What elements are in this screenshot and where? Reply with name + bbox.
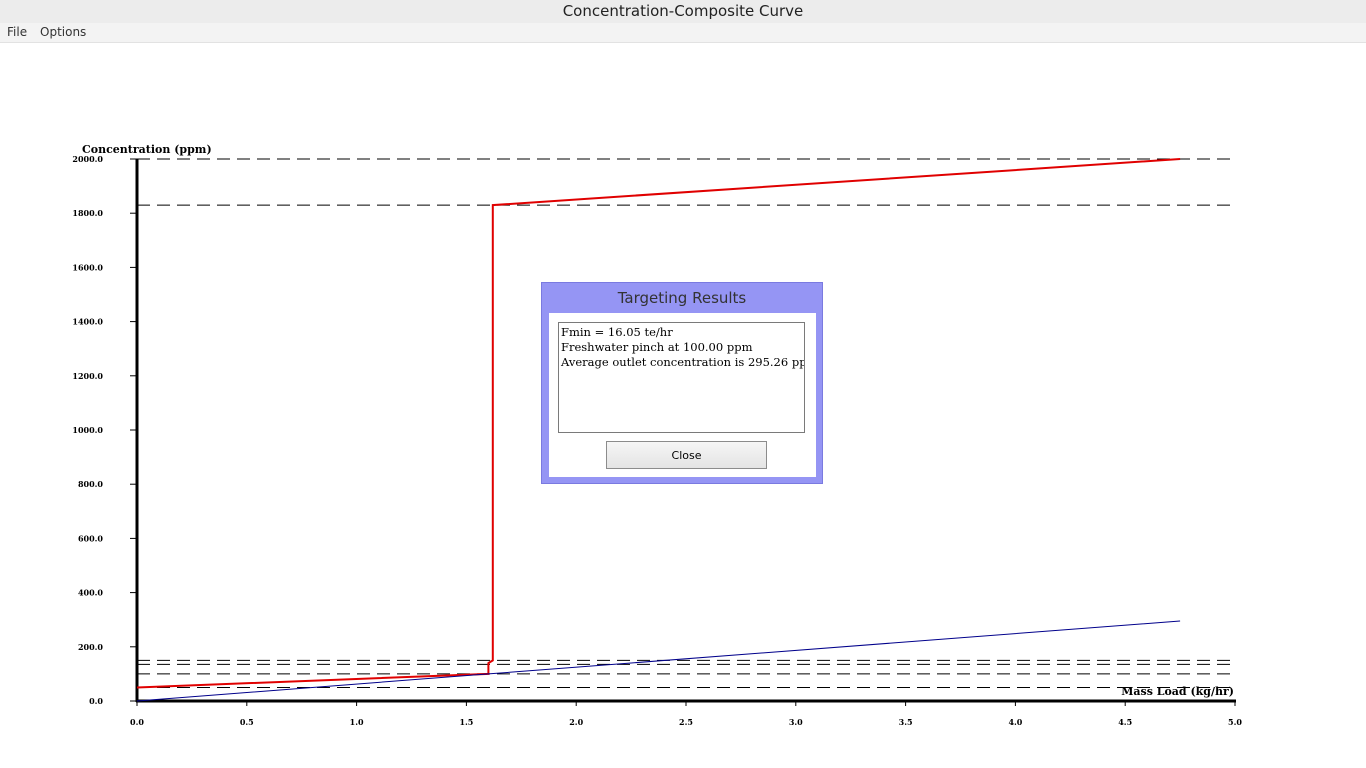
result-pinch: Freshwater pinch at 100.00 ppm [561, 340, 753, 354]
x-tick-label-6: 3.0 [789, 717, 803, 727]
y-tick-label-10: 2000.0 [72, 154, 103, 164]
x-tick-label-2: 1.0 [350, 717, 364, 727]
window-title: Concentration-Composite Curve [0, 0, 1366, 24]
x-tick-label-7: 3.5 [899, 717, 913, 727]
x-tick-label-0: 0.0 [130, 717, 144, 727]
x-axis-label: Mass Load (kg/hr) [1121, 685, 1234, 698]
results-text-box[interactable]: Fmin = 16.05 te/hr Freshwater pinch at 1… [558, 322, 805, 433]
result-fmin: Fmin = 16.05 te/hr [561, 325, 673, 339]
menu-options[interactable]: Options [40, 25, 87, 39]
series-line-0 [136, 158, 1181, 689]
composite-curve-chart: 0.0 200.0 400.0 600.0 800.0 1000.0 1200.0 1400.… [72, 143, 1242, 727]
x-tick-label-10: 5.0 [1228, 717, 1242, 727]
series-line-1 [136, 620, 1181, 702]
y-axis-label: Concentration (ppm) [82, 143, 212, 156]
y-tick-label-4: 800.0 [78, 479, 103, 489]
y-tick-label-2: 400.0 [78, 588, 103, 598]
y-tick-label-5: 1000.0 [72, 425, 103, 435]
x-tick-label-3: 1.5 [459, 717, 473, 727]
result-average-outlet: Average outlet concentration is 295.26 p… [561, 355, 805, 369]
x-tick-label-1: 0.5 [240, 717, 254, 727]
x-tick-label-9: 4.5 [1118, 717, 1132, 727]
y-tick-label-0: 0.0 [89, 696, 103, 706]
x-tick-label-4: 2.0 [569, 717, 583, 727]
dialog-body: Fmin = 16.05 te/hr Freshwater pinch at 1… [549, 313, 816, 477]
targeting-results-dialog: Targeting Results Fmin = 16.05 te/hr Fre… [541, 282, 823, 484]
y-tick-label-9: 1800.0 [72, 208, 103, 218]
dialog-title: Targeting Results [617, 289, 747, 307]
x-tick-label-8: 4.0 [1008, 717, 1022, 727]
x-tick-label-5: 2.5 [679, 717, 693, 727]
y-tick-label-3: 600.0 [78, 533, 103, 543]
close-button[interactable]: Close [606, 441, 767, 469]
y-tick-label-7: 1400.0 [72, 317, 103, 327]
y-tick-label-1: 200.0 [78, 642, 103, 652]
menu-file[interactable]: File [7, 25, 28, 39]
y-tick-label-6: 1200.0 [72, 371, 103, 381]
y-tick-label-8: 1600.0 [72, 262, 103, 272]
menu-bar: File Options [0, 23, 1366, 43]
